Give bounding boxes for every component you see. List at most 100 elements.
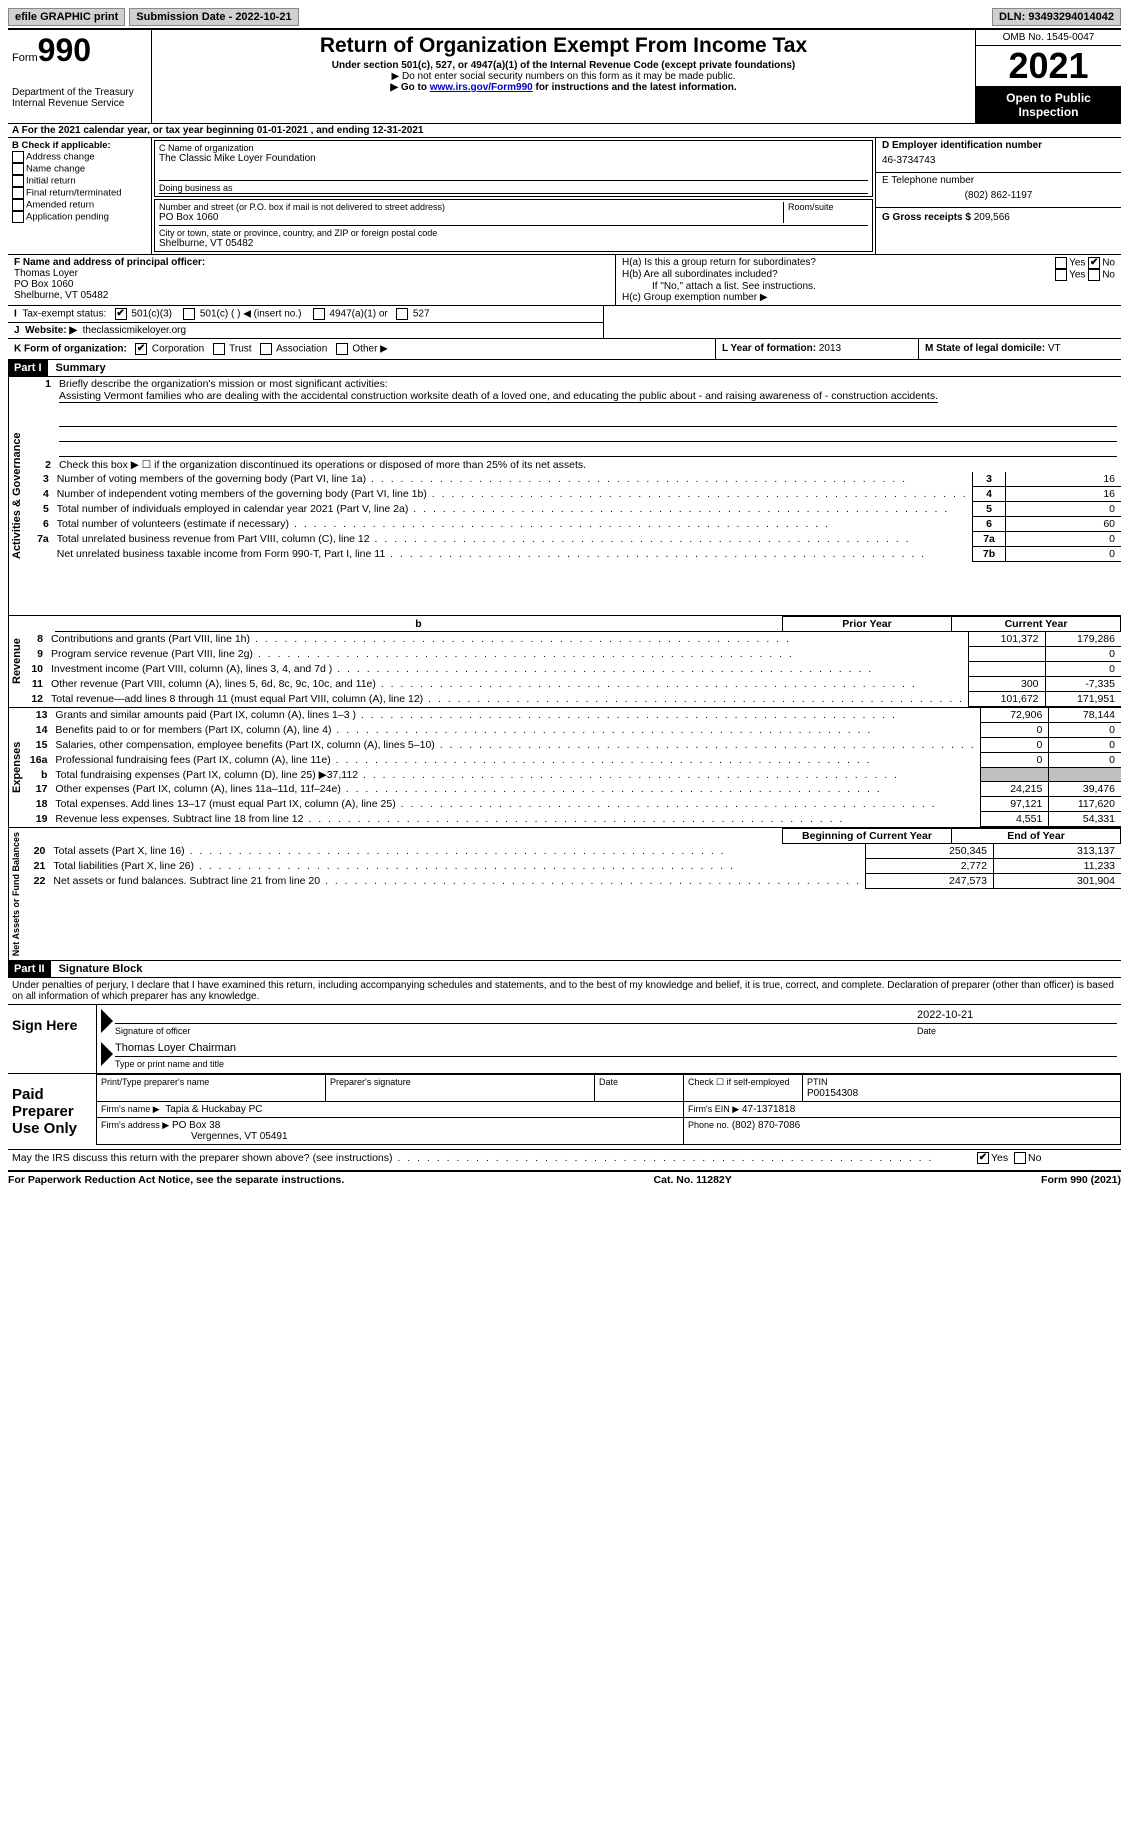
opt-final[interactable]: Final return/terminated	[12, 187, 147, 199]
city: Shelburne, VT 05482	[159, 238, 868, 249]
paid-preparer: Paid Preparer Use Only	[8, 1074, 96, 1149]
row-k: K Form of organization: Corporation Trus…	[8, 339, 715, 359]
opt-address[interactable]: Address change	[12, 151, 147, 163]
officer-street: PO Box 1060	[14, 279, 609, 290]
summary-line: 10Investment income (Part VIII, column (…	[25, 662, 1121, 677]
open-public: Open to Public Inspection	[976, 87, 1121, 123]
col-prior: Prior Year	[783, 617, 952, 632]
sig-date-label: Date	[917, 1026, 1117, 1036]
arrow-icon	[101, 1042, 115, 1069]
vert-revenue: Revenue	[8, 616, 25, 707]
vert-activities: Activities & Governance	[8, 377, 25, 615]
dba-label: Doing business as	[159, 180, 868, 194]
vert-net: Net Assets or Fund Balances	[8, 828, 23, 960]
cb-501c[interactable]	[183, 308, 195, 320]
cb-discuss-no[interactable]	[1014, 1152, 1026, 1164]
form-subtitle: Under section 501(c), 527, or 4947(a)(1)…	[158, 60, 969, 71]
dln: DLN: 93493294014042	[992, 8, 1121, 26]
arrow-icon	[101, 1009, 115, 1036]
form-number: 990	[38, 32, 91, 68]
summary-line: 19Revenue less expenses. Subtract line 1…	[25, 812, 1121, 827]
submission-date: Submission Date - 2022-10-21	[129, 8, 298, 26]
summary-line: 12Total revenue—add lines 8 through 11 (…	[25, 692, 1121, 707]
efile-button[interactable]: efile GRAPHIC print	[8, 8, 125, 26]
firm-ein: 47-1371818	[742, 1104, 795, 1115]
irs-link[interactable]: www.irs.gov/Form990	[430, 82, 533, 93]
sig-date-val: 2022-10-21	[917, 1009, 1117, 1021]
cb-corp[interactable]	[135, 343, 147, 355]
opt-amended[interactable]: Amended return	[12, 199, 147, 211]
form-word: Form	[12, 52, 38, 64]
part1-header: Part I	[8, 360, 48, 376]
col-begin: Beginning of Current Year	[783, 829, 952, 844]
part2-title: Signature Block	[51, 963, 143, 975]
summary-line: 3Number of voting members of the governi…	[25, 472, 1121, 487]
summary-line: 14Benefits paid to or for members (Part …	[25, 723, 1121, 738]
form-header: Form990 Department of the Treasury Inter…	[8, 28, 1121, 123]
part1-title: Summary	[48, 362, 106, 374]
row-i: I Tax-exempt status: 501(c)(3) 501(c) ( …	[8, 306, 603, 323]
note-goto: ▶ Go to www.irs.gov/Form990 for instruct…	[158, 82, 969, 93]
opt-pending[interactable]: Application pending	[12, 211, 147, 223]
opt-initial[interactable]: Initial return	[12, 175, 147, 187]
cb-trust[interactable]	[213, 343, 225, 355]
officer-name: Thomas Loyer	[14, 268, 609, 279]
phone: (802) 862-1197	[882, 186, 1115, 205]
row-m: M State of legal domicile: VT	[918, 339, 1121, 359]
summary-line: 21Total liabilities (Part X, line 26)2,7…	[23, 859, 1121, 874]
summary-line: 9Program service revenue (Part VIII, lin…	[25, 647, 1121, 662]
city-label: City or town, state or province, country…	[159, 228, 868, 238]
footer: For Paperwork Reduction Act Notice, see …	[8, 1170, 1121, 1186]
summary-line: Net unrelated business taxable income fr…	[25, 547, 1121, 562]
summary-line: 16aProfessional fundraising fees (Part I…	[25, 753, 1121, 768]
c-name-label: C Name of organization	[159, 143, 868, 153]
omb-number: OMB No. 1545-0047	[976, 30, 1121, 46]
summary-line: 18Total expenses. Add lines 13–17 (must …	[25, 797, 1121, 812]
dept-treasury: Department of the Treasury	[12, 87, 147, 98]
ha-label: H(a) Is this a group return for subordin…	[622, 257, 1055, 269]
sig-name-val: Thomas Loyer Chairman	[115, 1042, 1117, 1054]
cb-discuss-yes[interactable]	[977, 1152, 989, 1164]
cb-assoc[interactable]	[260, 343, 272, 355]
note-ssn: ▶ Do not enter social security numbers o…	[158, 71, 969, 82]
summary-line: 4Number of independent voting members of…	[25, 487, 1121, 502]
top-bar: efile GRAPHIC print Submission Date - 20…	[8, 8, 1121, 26]
cb-4947[interactable]	[313, 308, 325, 320]
cb-501c3[interactable]	[115, 308, 127, 320]
summary-line: bTotal fundraising expenses (Part IX, co…	[25, 768, 1121, 782]
footer-right: Form 990 (2021)	[1041, 1174, 1121, 1186]
part2-header: Part II	[8, 961, 51, 977]
hc-label: H(c) Group exemption number ▶	[622, 292, 1115, 303]
street: PO Box 1060	[159, 212, 783, 223]
summary-line: 20Total assets (Part X, line 16)250,3453…	[23, 844, 1121, 859]
org-name: The Classic Mike Loyer Foundation	[159, 153, 868, 164]
vert-expenses: Expenses	[8, 708, 25, 827]
hb-note: If "No," attach a list. See instructions…	[622, 281, 1115, 292]
prep-phone: (802) 870-7086	[732, 1120, 800, 1131]
e-label: E Telephone number	[882, 175, 1115, 186]
opt-name[interactable]: Name change	[12, 163, 147, 175]
col-current: Current Year	[952, 617, 1121, 632]
website: theclassicmikeloyer.org	[83, 325, 186, 336]
firm-addr2: Vergennes, VT 05491	[101, 1131, 288, 1142]
cb-527[interactable]	[396, 308, 408, 320]
form-title: Return of Organization Exempt From Incom…	[158, 34, 969, 58]
firm-addr1: PO Box 38	[172, 1120, 220, 1131]
footer-mid: Cat. No. 11282Y	[654, 1174, 732, 1186]
summary-line: 15Salaries, other compensation, employee…	[25, 738, 1121, 753]
g-label: G Gross receipts $	[882, 212, 971, 223]
identity-block: B Check if applicable: Address change Na…	[8, 137, 1121, 254]
cb-other[interactable]	[336, 343, 348, 355]
sign-here: Sign Here	[8, 1005, 96, 1073]
d-label: D Employer identification number	[882, 140, 1115, 151]
firm-name: Tapia & Huckabay PC	[165, 1104, 262, 1115]
summary-line: 22Net assets or fund balances. Subtract …	[23, 874, 1121, 889]
f-label: F Name and address of principal officer:	[14, 257, 609, 268]
row-j: J Website: ▶ theclassicmikeloyer.org	[8, 323, 603, 338]
b-label: B Check if applicable:	[12, 140, 147, 151]
room-label: Room/suite	[788, 202, 868, 212]
summary-line: 17Other expenses (Part IX, column (A), l…	[25, 782, 1121, 797]
f-h-row: F Name and address of principal officer:…	[8, 254, 1121, 305]
summary-line: 5Total number of individuals employed in…	[25, 502, 1121, 517]
row-l: L Year of formation: 2013	[715, 339, 918, 359]
